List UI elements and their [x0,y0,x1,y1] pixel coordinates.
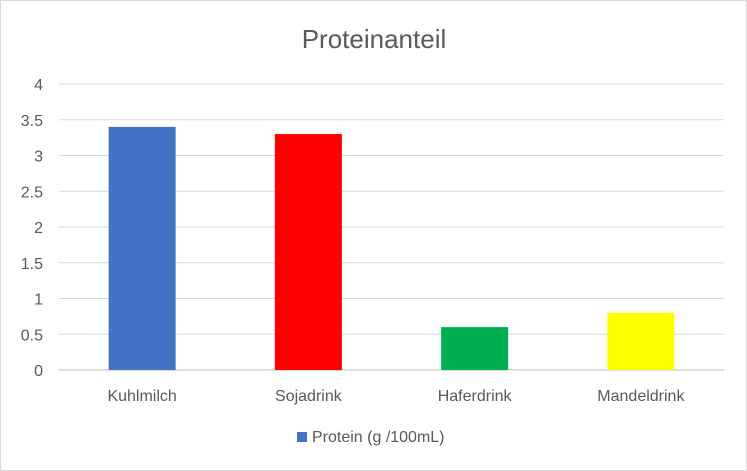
legend-swatch [297,432,307,442]
x-tick-label: Haferdrink [438,388,513,405]
y-tick-label: 4 [34,77,43,94]
y-tick-label: 2.5 [21,184,43,201]
y-tick-label: 1.5 [21,256,43,273]
y-tick-label: 2 [34,220,43,237]
bar-sojadrink [274,134,342,370]
x-tick-label: Mandeldrink [597,388,685,405]
x-tick-label: Sojadrink [275,388,343,405]
x-axis-ticks: Kuhlmilch Sojadrink Haferdrink Mandeldrink [107,388,685,405]
bars [108,126,675,371]
y-axis-ticks: 0 0.5 1 1.5 2 2.5 3 3.5 4 [21,77,43,380]
bar-mandeldrink [607,312,675,370]
legend-label: Protein (g /100mL) [312,429,445,446]
y-tick-label: 3.5 [21,113,43,130]
y-tick-label: 3 [34,149,43,166]
y-tick-label: 0 [34,363,43,380]
bar-haferdrink [441,327,509,370]
legend: Protein (g /100mL) [297,429,445,446]
y-tick-label: 0.5 [21,327,43,344]
chart-title: Proteinanteil [302,24,447,54]
bar-kuhlmilch [108,126,176,371]
x-tick-label: Kuhlmilch [107,388,176,405]
y-tick-label: 1 [34,292,43,309]
